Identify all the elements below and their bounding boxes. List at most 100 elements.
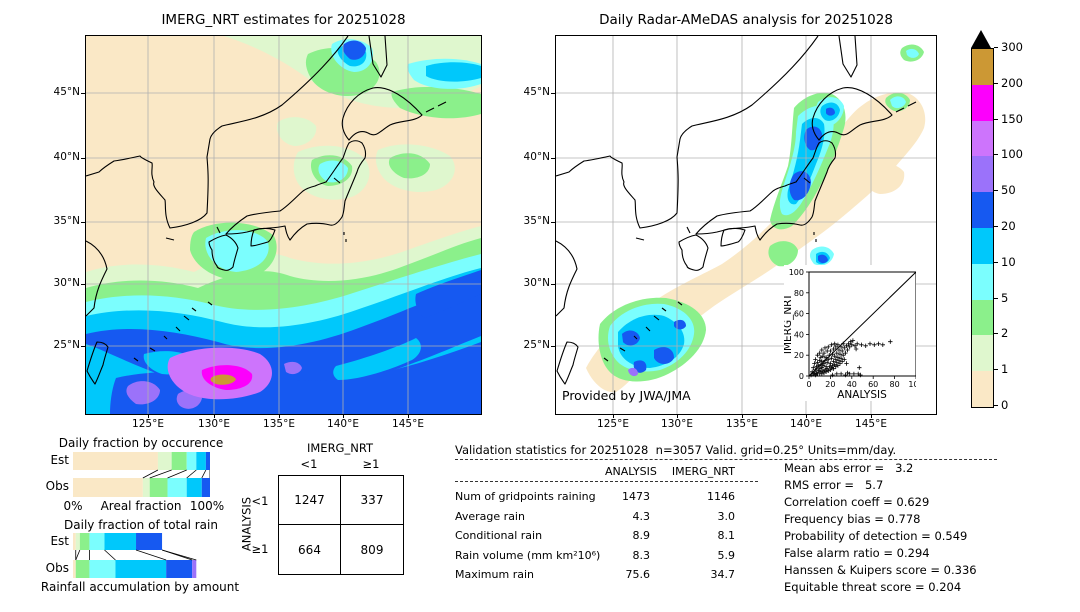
bar-connector [104, 549, 116, 561]
bar-segment [136, 533, 163, 550]
coastline-path [225, 140, 367, 241]
occurrence-chart-title: Daily fraction by occurence [58, 436, 224, 450]
bar-connector [201, 469, 207, 479]
lat-tickmark [81, 346, 85, 347]
validation-row-label: Conditional rain [455, 529, 543, 543]
colorbar-tick-label: 100 [1001, 147, 1023, 162]
validation-value: 8.3 [632, 548, 651, 562]
colorbar-tick-label: 50 [1001, 183, 1016, 198]
coastline-path [633, 335, 638, 340]
bar-connector [161, 549, 197, 561]
precip-fill-radar [586, 44, 926, 393]
bar-connector [167, 469, 187, 479]
validation-value: 1146 [707, 490, 735, 503]
lon-tick-label: 140°E [790, 418, 822, 430]
totalrain-chart-title: Daily fraction of total rain [64, 518, 218, 532]
bar-segment [186, 452, 197, 470]
colorbar-segment [972, 156, 993, 193]
bar-connector [135, 549, 167, 561]
colorbar-segment [972, 227, 993, 264]
contingency-cell-hit-miss: 1247 [279, 476, 341, 525]
occurrence-x-max: 100% [189, 499, 225, 513]
lon-tick-label: 145°E [392, 418, 424, 430]
bar-segment [89, 560, 116, 578]
contingency-cell-hit: 809 [360, 542, 384, 557]
coastline-path [720, 227, 746, 247]
totalrain-est-label: Est [50, 534, 69, 548]
lon-tickmark [806, 414, 807, 418]
scatter-ytick-label: 80 [794, 289, 804, 298]
totalrain-caption: Rainfall accumulation by amount [40, 580, 240, 594]
coastline-path [368, 36, 388, 78]
validation-row-label: Num of gridpoints raining [455, 490, 596, 503]
validation-row-label: Maximum rain [455, 568, 534, 582]
map-gridlines [86, 36, 481, 414]
validation-col-imerg: IMERG_NRT [671, 465, 735, 478]
scatter-ytick-label: 0 [799, 372, 804, 381]
validation-title: Validation statistics for 20251028 n=305… [455, 443, 897, 457]
coastline-path [333, 177, 341, 184]
validation-value: 5.9 [717, 548, 736, 562]
bar-segment [75, 560, 90, 578]
coastline-path [191, 307, 197, 312]
scatter-ytick-label: 20 [794, 351, 804, 360]
contingency-col-label-ge1: ≥1 [362, 457, 380, 471]
bar-connector [186, 469, 197, 479]
bar-segment [115, 560, 167, 578]
colorbar-tick-label: 150 [1001, 111, 1023, 126]
bar-segment [73, 478, 143, 497]
contingency-row-group: ANALYSIS [239, 496, 254, 552]
lon-tickmark [742, 414, 743, 418]
lat-tick-label: 40°N [53, 151, 80, 163]
validation-value: 1473 [622, 490, 650, 503]
bar-segment [196, 452, 206, 470]
colorbar-tickmark [994, 154, 998, 156]
coastline-path [907, 101, 917, 107]
lon-tickmark [343, 414, 344, 418]
lon-tickmark [871, 414, 872, 418]
coastline-path [163, 335, 168, 340]
colorbar-tickmark [994, 47, 998, 48]
coastline-path [149, 347, 156, 352]
validation-value: 8.9 [632, 529, 651, 543]
divider-dashed [455, 481, 758, 482]
coastline-path [645, 326, 651, 332]
score-line: Frequency bias = 0.778 [784, 512, 921, 526]
bar-connector [75, 549, 81, 561]
colorbar-tick-label: 5 [1001, 290, 1009, 305]
lat-tick-label: 35°N [53, 215, 80, 227]
coastline-path [695, 140, 837, 241]
scatter-inset: 00 20 20 40 40 60 60 80 80 100 100 ANALYSIS IMERG_… [784, 265, 916, 401]
coastline-path [207, 301, 213, 306]
bar-segment [192, 560, 197, 578]
scatter-xtick-label: 80 [890, 380, 900, 389]
colorbar-tickmark [994, 226, 998, 227]
colorbar-tickmark [994, 82, 998, 84]
scatter-points [808, 338, 893, 378]
bar-connector [149, 469, 172, 479]
lat-tick-label: 35°N [523, 215, 550, 227]
coastline-path [811, 87, 893, 141]
scatter-ytick-label: 60 [794, 310, 804, 319]
validation-row-label: Rain volume (mm km²10⁶) [455, 548, 601, 562]
colorbar-tick-label: 10 [1001, 254, 1016, 269]
colorbar-segment [972, 84, 993, 121]
colorbar-tick-label: 0 [1001, 398, 1009, 412]
score-line: Equitable threat score = 0.204 [784, 580, 962, 594]
scatter-xtick-label: 60 [868, 380, 878, 389]
colorbar-body [971, 48, 994, 408]
precip-colorbar: 0 1 2 5 10 20 50 100 150 200 300 [970, 30, 1075, 415]
coastline-path [86, 341, 109, 385]
lat-tick-label: 45°N [523, 86, 550, 98]
totalrain-bars [73, 533, 197, 578]
colorbar-segment [972, 371, 993, 407]
bar-segment [167, 478, 187, 497]
colorbar-tick-label: 200 [1001, 75, 1023, 90]
bar-segment [186, 478, 202, 497]
coastline-path [556, 36, 819, 229]
coastline-path [437, 101, 447, 107]
bar-segment [73, 452, 158, 470]
validation-value: 4.3 [632, 509, 651, 523]
coastline-path [895, 107, 905, 113]
lat-tickmark [551, 93, 555, 94]
